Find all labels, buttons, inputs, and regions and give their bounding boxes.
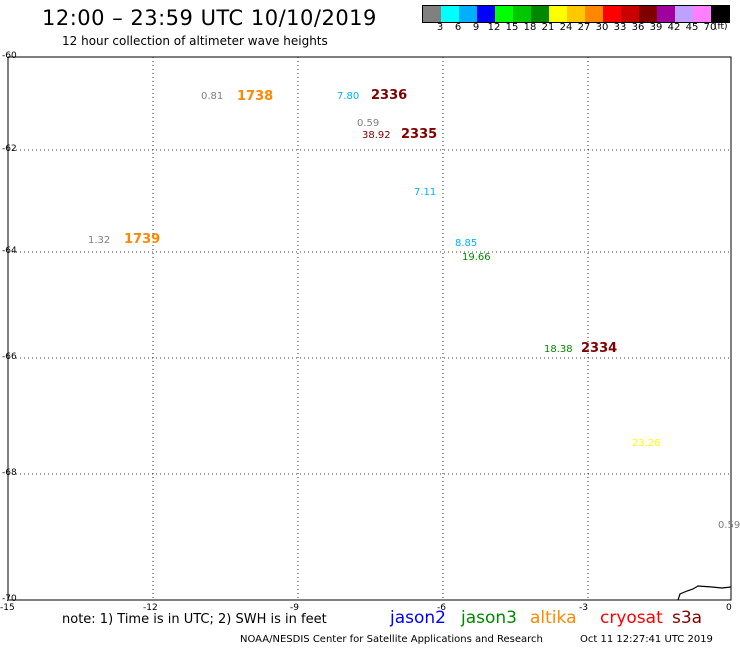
page-subtitle: 12 hour collection of altimeter wave hei… [62, 34, 328, 48]
wave-height-value: 0.59 [718, 520, 740, 531]
color-swatch [657, 6, 675, 22]
wave-height-value: 0.59 [357, 118, 380, 129]
color-swatch [675, 6, 693, 22]
color-swatch [585, 6, 603, 22]
color-scale-label: 9 [472, 22, 480, 33]
legend-altika: altika [530, 608, 577, 628]
color-scale-label: 24 [559, 22, 573, 33]
generated-timestamp: Oct 11 12:27:41 UTC 2019 [580, 634, 713, 645]
wave-height-value: 7.11 [414, 187, 437, 198]
credit-text: NOAA/NESDIS Center for Satellite Applica… [240, 634, 543, 645]
longitude-label: 0 [726, 603, 732, 613]
color-scale-label: 6 [454, 22, 462, 33]
pass-time-label: 1739 [124, 232, 161, 247]
color-scale-label: 12 [487, 22, 501, 33]
map-grid [8, 57, 731, 600]
latitude-label: -60 [2, 51, 17, 61]
wave-height-value: 23.26 [632, 438, 661, 449]
pass-time-label: 1738 [237, 89, 274, 104]
color-swatch [441, 6, 459, 22]
color-scale-unit: (ft) [714, 22, 728, 32]
legend-cryosat: cryosat [600, 608, 663, 628]
longitude-label: -3 [579, 603, 588, 613]
color-scale-label: 33 [613, 22, 627, 33]
color-swatch [423, 6, 441, 22]
legend-jason2: jason2 [390, 608, 446, 628]
color-swatch [459, 6, 477, 22]
wave-height-value: 38.92 [362, 130, 391, 141]
latitude-label: -64 [2, 246, 17, 256]
wave-height-value: 19.66 [462, 252, 491, 263]
color-scale-label: 15 [505, 22, 519, 33]
color-swatch [513, 6, 531, 22]
legend-s3a: s3a [672, 608, 703, 628]
color-scale-bar [422, 5, 730, 23]
longitude-label: -9 [290, 603, 299, 613]
wave-height-value: 8.85 [455, 238, 478, 249]
longitude-label: -6 [437, 603, 446, 613]
longitude-label: -15 [0, 603, 15, 613]
latitude-label: -70 [2, 594, 17, 604]
color-scale-label: 30 [595, 22, 609, 33]
longitude-label: -12 [143, 603, 158, 613]
footer-note: note: 1) Time is in UTC; 2) SWH is in fe… [62, 612, 327, 627]
color-swatch [531, 6, 549, 22]
color-scale-label: 42 [667, 22, 681, 33]
color-swatch [621, 6, 639, 22]
wave-height-value: 7.80 [337, 91, 360, 102]
color-scale-label: 70 [703, 22, 717, 33]
color-swatch [603, 6, 621, 22]
antarctic-coastline [677, 585, 732, 601]
color-swatch [477, 6, 495, 22]
color-scale-label: 21 [541, 22, 555, 33]
wave-height-value: 1.32 [88, 235, 111, 246]
wave-height-value: 0.81 [201, 91, 224, 102]
pass-time-label: 2336 [371, 88, 408, 103]
latitude-label: -68 [2, 468, 17, 478]
legend-jason3: jason3 [461, 608, 517, 628]
color-scale-label: 27 [577, 22, 591, 33]
color-swatch [549, 6, 567, 22]
color-swatch [495, 6, 513, 22]
color-swatch [639, 6, 657, 22]
color-scale-label: 18 [523, 22, 537, 33]
latitude-label: -66 [2, 352, 17, 362]
color-scale-label: 45 [685, 22, 699, 33]
color-swatch [693, 6, 711, 22]
pass-time-label: 2334 [581, 341, 618, 356]
color-scale-label: 39 [649, 22, 663, 33]
page-title: 12:00 – 23:59 UTC 10/10/2019 [42, 6, 377, 30]
color-swatch [711, 6, 729, 22]
color-swatch [567, 6, 585, 22]
map-border [7, 56, 732, 601]
latitude-label: -62 [2, 144, 17, 154]
pass-time-label: 2335 [401, 127, 438, 142]
wave-height-value: 18.38 [544, 344, 573, 355]
color-scale-label: 36 [631, 22, 645, 33]
color-scale-label: 3 [436, 22, 444, 33]
